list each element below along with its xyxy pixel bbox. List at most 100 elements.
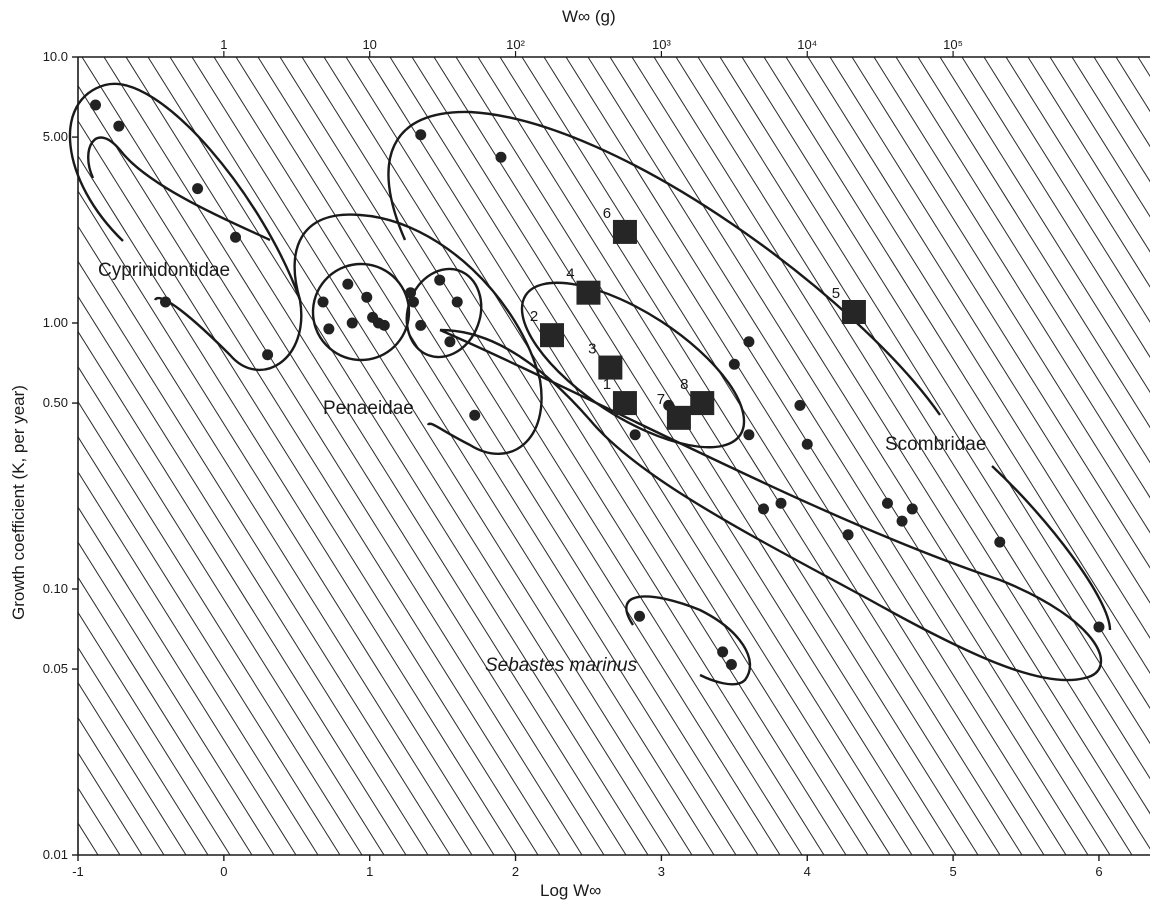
group-envelopes bbox=[68, 82, 1112, 686]
hatch-line bbox=[719, 57, 1150, 745]
scombridae-point bbox=[881, 497, 893, 509]
penaeidae-point bbox=[323, 323, 335, 335]
hatch-line bbox=[521, 57, 1023, 855]
scombridae-point bbox=[794, 399, 806, 411]
hatch-line bbox=[1137, 57, 1150, 78]
penaeidae-point bbox=[444, 336, 456, 348]
hatch-line bbox=[1071, 57, 1150, 183]
x-tick-label: 3 bbox=[658, 864, 665, 879]
sebastes-marinus-point bbox=[725, 659, 737, 671]
hatch-line bbox=[78, 365, 385, 855]
sebastes-marinus-point bbox=[634, 610, 646, 622]
x-tick-label: 0 bbox=[220, 864, 227, 879]
hatch-line bbox=[433, 57, 935, 855]
x2-tick-label: 10⁵ bbox=[943, 37, 963, 52]
background-hatching bbox=[78, 57, 1150, 855]
hatch-line bbox=[477, 57, 979, 855]
hatch-line bbox=[78, 716, 165, 855]
hatch-line bbox=[78, 611, 231, 855]
y-tick-label: 0.05 bbox=[43, 661, 68, 676]
numbered-square-6 bbox=[612, 219, 637, 244]
hatch-line bbox=[169, 57, 671, 855]
chart-marks: 1 2 3 4 5 6 78 bbox=[90, 99, 1105, 671]
hatch-line bbox=[78, 295, 429, 855]
scombridae-point bbox=[775, 497, 787, 509]
hatch-line bbox=[78, 506, 297, 855]
hatch-line bbox=[741, 57, 1150, 710]
scombridae-point bbox=[896, 515, 908, 527]
hatch-line bbox=[631, 57, 1133, 855]
scombridae-point bbox=[743, 429, 755, 441]
hatch-line bbox=[895, 57, 1150, 464]
hatch-line bbox=[565, 57, 1067, 855]
scombridae-point bbox=[842, 529, 854, 541]
hatch-line bbox=[279, 57, 781, 855]
label-sebastes: Sebastes marinus bbox=[485, 655, 638, 676]
hatch-line bbox=[257, 57, 759, 855]
cyprinidontidae-point bbox=[113, 120, 125, 132]
label-cyprinidontidae: Cyprinidontidae bbox=[98, 260, 230, 281]
scombridae-envelope-lower bbox=[439, 328, 1102, 682]
penaeidae-point bbox=[405, 287, 417, 299]
hatch-line bbox=[125, 57, 627, 855]
hatch-line bbox=[78, 119, 539, 855]
penaeidae-point bbox=[342, 278, 354, 290]
penaeidae-point bbox=[378, 319, 390, 331]
hatch-line bbox=[78, 225, 473, 855]
hatch-line bbox=[587, 57, 1089, 855]
penaeidae-envelope-outer bbox=[293, 213, 543, 456]
hatch-line bbox=[807, 57, 1150, 604]
x-axis-label: Log W∞ bbox=[540, 881, 601, 900]
numbered-square-label-4: 4 bbox=[566, 266, 574, 283]
hatch-line bbox=[785, 57, 1150, 639]
y-tick-label: 1.00 bbox=[43, 315, 68, 330]
plot-frame bbox=[77, 56, 1150, 856]
numbered-square-label-8: 8 bbox=[680, 376, 688, 393]
hatch-line bbox=[389, 57, 891, 855]
y-tick-label: 10.0 bbox=[43, 49, 68, 64]
x2-tick-label: 10 bbox=[362, 37, 376, 52]
hatch-line bbox=[829, 57, 1150, 569]
hatch-line bbox=[543, 57, 1045, 855]
scombridae-envelope bbox=[387, 110, 941, 416]
hatch-line bbox=[78, 435, 341, 855]
cyprinidontidae-point bbox=[192, 183, 204, 195]
scombridae-point bbox=[906, 503, 918, 515]
hatch-line bbox=[78, 155, 517, 855]
y-tick-label: 0.50 bbox=[43, 395, 68, 410]
x2-tick-label: 10² bbox=[506, 37, 525, 52]
x2-tick-label: 1 bbox=[220, 37, 227, 52]
scombridae-envelope-tail bbox=[991, 465, 1112, 631]
x-tick-label: 4 bbox=[804, 864, 811, 879]
hatch-line bbox=[235, 57, 737, 855]
sebastes-marinus-point bbox=[717, 646, 729, 658]
numbered-square-label-3: 3 bbox=[588, 341, 596, 358]
axes: -1 0 1 2 3 4 5 6 1 10 10² 10³ 10⁴ 10⁵ 10.0 5.00 1.00 0.50… bbox=[43, 37, 1103, 879]
hatch-line bbox=[78, 541, 275, 855]
scombridae-point bbox=[1093, 621, 1105, 633]
hatch-line bbox=[78, 646, 209, 855]
x-tick-label: 5 bbox=[949, 864, 956, 879]
hatch-line bbox=[609, 57, 1111, 855]
hatch-line bbox=[763, 57, 1150, 674]
hatch-line bbox=[411, 57, 913, 855]
hatch-line bbox=[873, 57, 1150, 499]
hatch-line bbox=[345, 57, 847, 855]
hatch-line bbox=[78, 330, 407, 855]
hatch-line bbox=[78, 260, 451, 855]
scombridae-point bbox=[757, 503, 769, 515]
scombridae-point bbox=[743, 336, 755, 348]
hatch-line bbox=[78, 576, 253, 855]
hatch-line bbox=[147, 57, 649, 855]
numbered-square-label-5: 5 bbox=[832, 285, 840, 302]
numbered-square-3 bbox=[598, 355, 623, 380]
numbered-square-5 bbox=[841, 299, 866, 324]
label-scombridae: Scombridae bbox=[885, 434, 986, 455]
hatch-line bbox=[301, 57, 803, 855]
y-tick-label: 0.01 bbox=[43, 847, 68, 862]
x2-tick-label: 10⁴ bbox=[797, 37, 817, 52]
penaeidae-point bbox=[434, 274, 446, 286]
hatch-line bbox=[653, 57, 1150, 850]
hatch-line bbox=[917, 57, 1150, 429]
inner-squares-envelope bbox=[520, 281, 746, 449]
